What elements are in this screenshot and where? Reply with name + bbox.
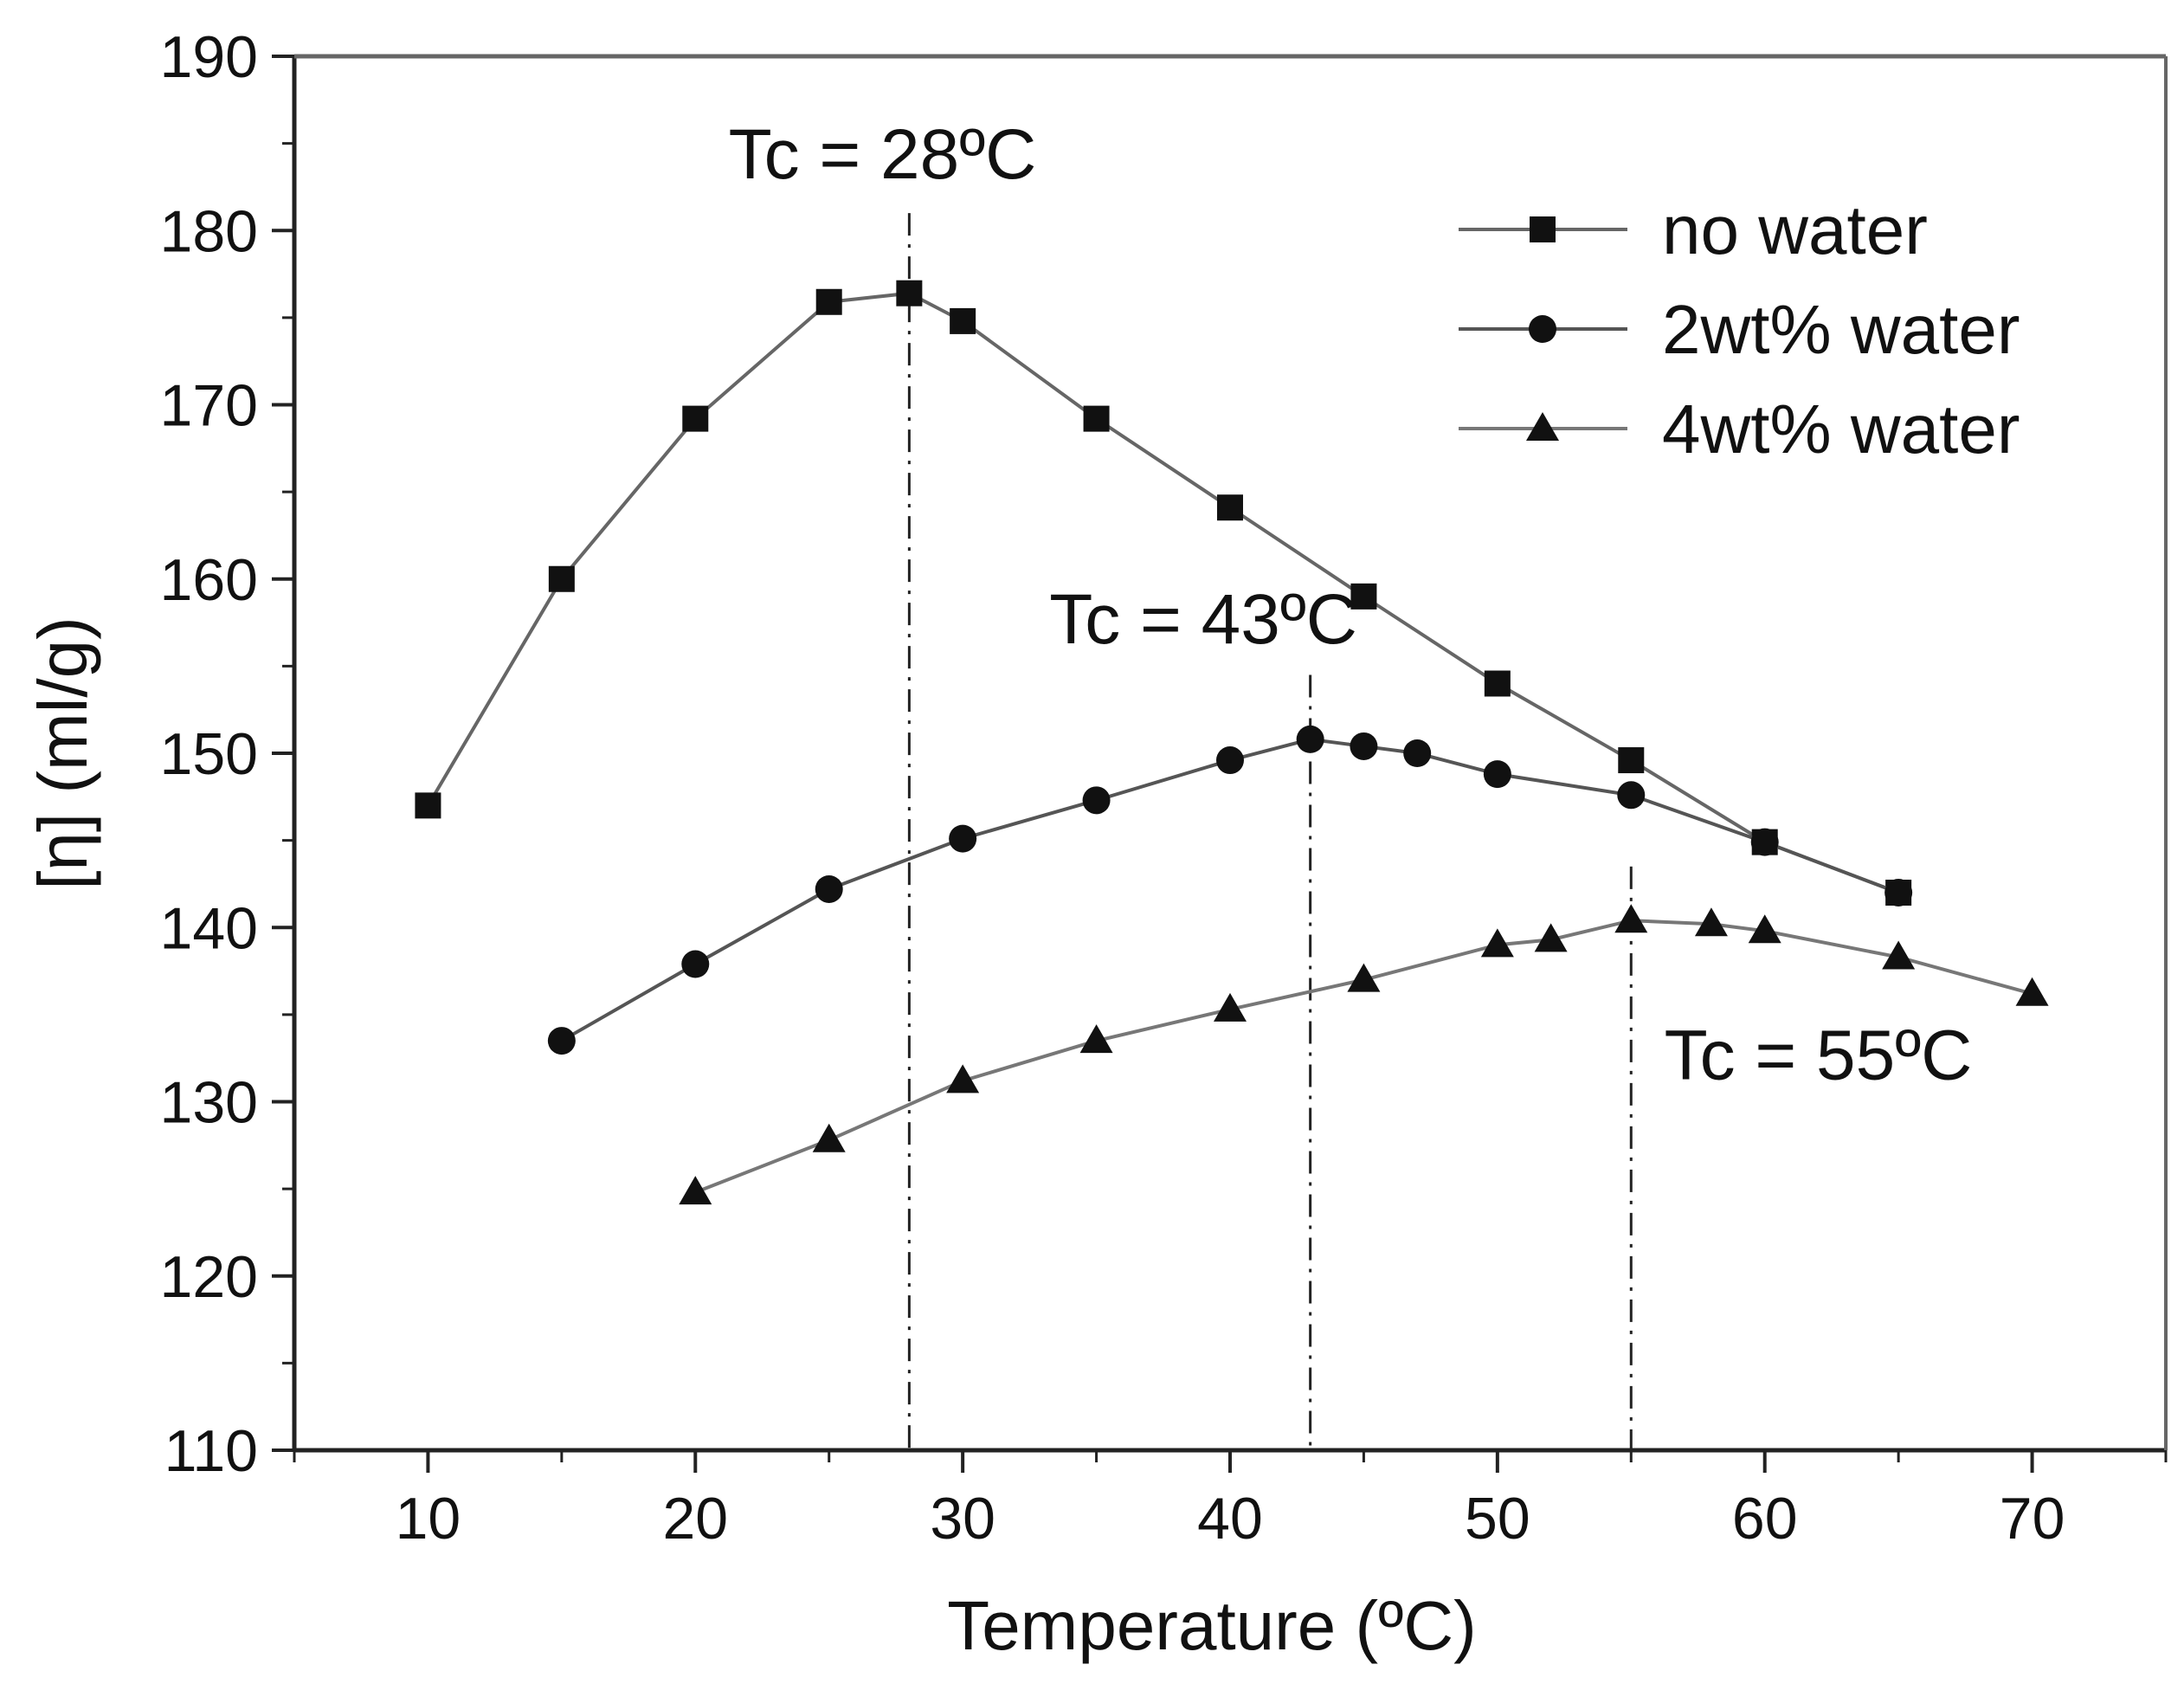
y-tick-label: 150 [160, 721, 258, 787]
legend-label: 4wt% water [1662, 390, 2020, 468]
data-point [1614, 904, 1648, 933]
data-point [679, 1176, 712, 1205]
data-point [547, 1027, 576, 1055]
data-point [815, 288, 842, 315]
tc-annotation: Tc = 28ºC [729, 115, 1037, 194]
data-point [548, 565, 575, 592]
data-point [1484, 670, 1511, 697]
legend: no water 2wt% water 4wt% water [1459, 191, 2020, 468]
legend-item: no water [1459, 191, 1928, 268]
data-point [1296, 725, 1324, 753]
data-point [2015, 977, 2049, 1006]
data-point [896, 280, 923, 306]
data-point [1618, 747, 1645, 774]
tc-annotation: Tc = 43ºC [1049, 580, 1357, 659]
x-tick-label: 70 [2000, 1486, 2065, 1552]
y-tick-label: 170 [160, 373, 258, 439]
y-tick-label: 140 [160, 895, 258, 961]
data-point [681, 950, 710, 978]
data-point [815, 874, 843, 903]
legend-marker [1529, 315, 1556, 343]
x-tick-label: 10 [396, 1486, 461, 1552]
data-point [946, 1064, 980, 1094]
x-tick-label: 40 [1197, 1486, 1263, 1552]
data-point [950, 307, 976, 334]
critical-temperature-lines [907, 213, 1633, 1450]
data-point [1350, 732, 1378, 760]
data-point [1347, 963, 1381, 992]
data-point [1216, 746, 1244, 775]
series-layer [415, 280, 2049, 1205]
x-tick-label: 20 [662, 1486, 728, 1552]
y-tick-label: 120 [160, 1244, 258, 1310]
y-tick-label: 180 [160, 198, 258, 264]
x-tick-label: 50 [1465, 1486, 1530, 1552]
legend-label: 2wt% water [1662, 291, 2020, 368]
data-point [1882, 940, 1916, 970]
data-point [1617, 781, 1646, 810]
legend-label: no water [1662, 191, 1928, 268]
data-point [1750, 828, 1779, 856]
y-tick-label: 160 [160, 547, 258, 613]
legend-item: 2wt% water [1459, 291, 2020, 368]
data-point [1214, 992, 1247, 1022]
legend-item: 4wt% water [1459, 390, 2020, 468]
data-point [1480, 928, 1514, 958]
tc-annotation: Tc = 55ºC [1665, 1016, 1973, 1094]
data-point [1083, 405, 1110, 432]
data-point [682, 405, 709, 432]
data-point [415, 792, 441, 819]
data-point [1350, 583, 1377, 610]
axis-ticks: 10 20 30 40 50 60 70 110 120 130 140 150 160 170 180 19… [160, 24, 2168, 1552]
x-axis-title: Temperature (ºC) [947, 1587, 1477, 1664]
data-point [1483, 760, 1511, 789]
legend-marker [1530, 216, 1556, 242]
data-point [1694, 907, 1728, 937]
chart-labels: Tc = 28ºC Tc = 43ºC Tc = 55ºC Temperature (… [24, 115, 1972, 1664]
data-point [1082, 786, 1111, 815]
y-tick-label: 190 [160, 24, 258, 90]
legend-marker [1526, 412, 1559, 441]
data-point [1884, 879, 1913, 907]
data-point [1217, 494, 1243, 521]
data-point [812, 1123, 846, 1152]
data-point [949, 824, 977, 853]
data-point [1403, 739, 1432, 767]
x-tick-label: 60 [1732, 1486, 1798, 1552]
data-point [1079, 1024, 1113, 1054]
y-axis-title: [η] (ml/g) [24, 616, 101, 890]
y-tick-label: 110 [164, 1418, 258, 1484]
data-point [1748, 914, 1781, 944]
y-tick-label: 130 [160, 1070, 258, 1136]
x-tick-label: 30 [930, 1486, 995, 1552]
series-circle [547, 725, 1913, 1055]
data-point [1534, 923, 1568, 952]
series-triangle [679, 904, 2049, 1205]
